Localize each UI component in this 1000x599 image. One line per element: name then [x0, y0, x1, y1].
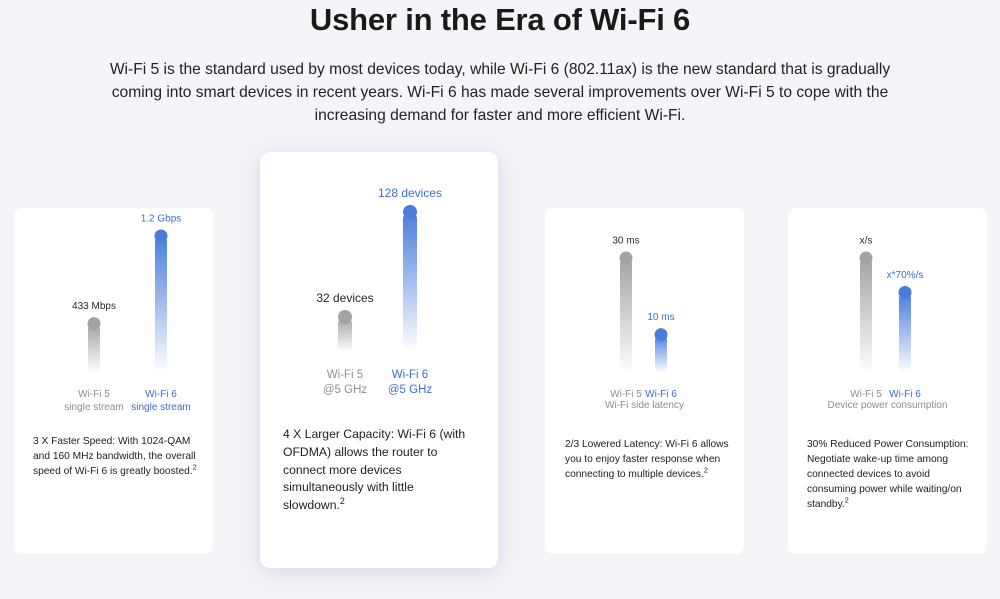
page-title: Usher in the Era of Wi-Fi 6 — [309, 2, 691, 37]
wifi6-bar — [899, 292, 911, 373]
bar-chart: x/s x*70%/s — [859, 236, 924, 373]
category-label-line: Wi-Fi 6 — [391, 369, 429, 381]
wifi6-category-label: Wi-Fi 6 single stream — [116, 388, 206, 414]
footnote-marker: 2 — [703, 465, 708, 475]
wifi5-bar-cap — [338, 310, 352, 324]
wifi5-category-label: Wi-Fi 5 — [581, 388, 671, 401]
value-label: 10 ms — [647, 312, 674, 323]
category-label-line: @5 GHz — [322, 384, 368, 396]
wifi5-category-label: Wi-Fi 5 @5 GHz — [300, 368, 390, 398]
feature-description-text: 4 X Larger Capacity: Wi-Fi 6 (with OFDMA… — [283, 427, 466, 513]
wifi5-bar — [88, 323, 100, 373]
wifi6-bar-cap — [154, 229, 168, 243]
wifi5-bar-cap — [87, 317, 101, 331]
wifi5-bar-cap — [859, 251, 873, 265]
feature-description: 4 X Larger Capacity: Wi-Fi 6 (with OFDMA… — [283, 426, 478, 515]
wifi5-bar — [620, 258, 632, 373]
category-label-line: Wi-Fi 5 — [78, 389, 110, 400]
footnote-marker: 2 — [192, 462, 197, 472]
latency-card: Wi-Fi 5 Wi-Fi 6 30 ms 10 ms Wi-Fi side laten… — [545, 208, 744, 554]
category-label-line: single stream — [131, 402, 191, 413]
wifi6-category-label: Wi-Fi 6 — [860, 388, 950, 401]
wifi6-bar — [155, 236, 167, 373]
wifi6-bar — [655, 334, 667, 373]
power-card: Wi-Fi 5 Wi-Fi 6 x/s x*70%/s Device power con… — [788, 208, 987, 554]
value-label: 32 devices — [316, 291, 373, 305]
category-label-line: Wi-Fi 6 — [145, 389, 177, 400]
feature-description: 3 X Faster Speed: With 1024-QAM and 160 … — [33, 434, 198, 479]
category-label-line: Wi-Fi 6 — [889, 389, 921, 400]
value-label: 30 ms — [612, 236, 639, 247]
category-label-line: Wi-Fi 5 — [326, 369, 364, 381]
wifi5-bar — [338, 317, 352, 352]
value-label: 128 devices — [378, 186, 442, 200]
intro-paragraph: Wi-Fi 5 is the standard used by most dev… — [109, 61, 891, 124]
footnote-marker: 2 — [339, 496, 345, 507]
feature-description-text: 2/3 Lowered Latency: Wi-Fi 6 allows you … — [565, 439, 729, 480]
category-label-line: Wi-Fi 6 — [645, 389, 677, 400]
wifi5-bar-cap — [619, 251, 633, 265]
footnote-marker: 2 — [844, 495, 849, 505]
bar-chart: 433 Mbps 1.2 Gbps — [72, 214, 182, 373]
capacity-card: Wi-Fi 5 @5 GHz Wi-Fi 6 @5 GHz 32 devices 128 … — [260, 152, 498, 568]
speed-card: Wi-Fi 5 single stream Wi-Fi 6 single stream… — [14, 208, 213, 554]
bar-chart: 32 devices 128 devices — [316, 186, 442, 352]
feature-description: 2/3 Lowered Latency: Wi-Fi 6 allows you … — [565, 437, 735, 482]
value-label: x/s — [860, 236, 873, 247]
value-label: x*70%/s — [887, 270, 924, 281]
feature-description: 30% Reduced Power Consumption: Negotiate… — [807, 437, 979, 512]
chart-caption: Wi-Fi side latency — [605, 400, 684, 411]
feature-description-text: 3 X Faster Speed: With 1024-QAM and 160 … — [33, 436, 196, 477]
wifi6-bar-cap — [898, 286, 912, 299]
wifi6-category-label: Wi-Fi 6 @5 GHz — [365, 368, 455, 398]
wifi5-bar — [860, 258, 872, 373]
category-label-line: Wi-Fi 5 — [850, 389, 882, 400]
wifi6-bar-cap — [654, 328, 668, 342]
wifi5-category-label: Wi-Fi 5 single stream — [49, 388, 139, 414]
wifi6-category-label: Wi-Fi 6 — [616, 388, 706, 401]
category-label-line: @5 GHz — [387, 384, 433, 396]
bar-chart: 30 ms 10 ms — [612, 236, 675, 373]
value-label: 433 Mbps — [72, 301, 116, 312]
wifi6-bar-cap — [403, 205, 417, 219]
value-label: 1.2 Gbps — [141, 214, 182, 225]
wifi5-category-label: Wi-Fi 5 — [821, 388, 911, 401]
chart-caption: Device power consumption — [827, 400, 948, 411]
wifi6-bar — [403, 212, 417, 352]
category-label-line: Wi-Fi 5 — [610, 389, 642, 400]
category-label-line: single stream — [64, 402, 124, 413]
feature-description-text: 30% Reduced Power Consumption: Negotiate… — [807, 439, 969, 510]
